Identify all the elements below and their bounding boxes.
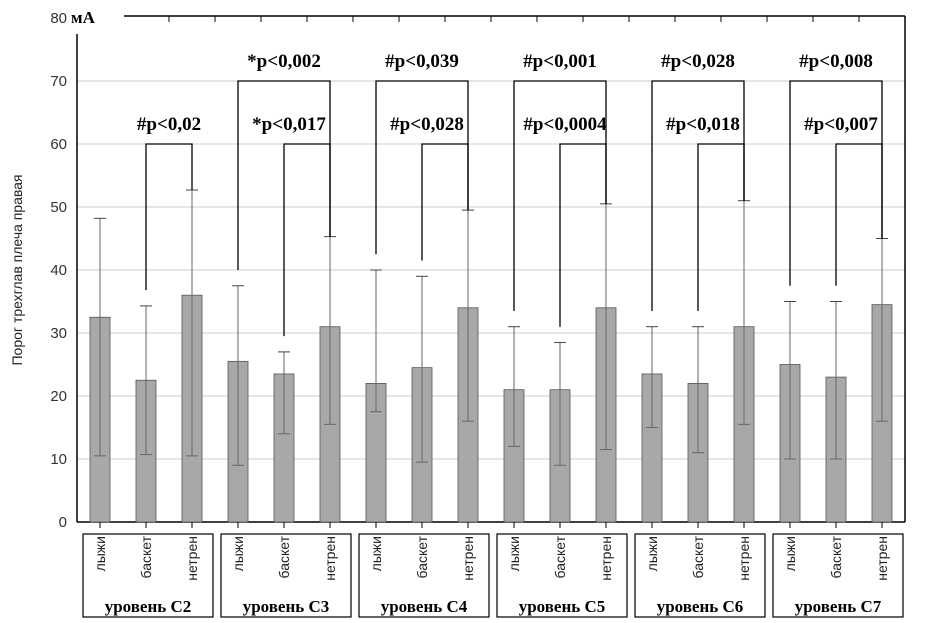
x-tick-label: нетрен (184, 536, 200, 581)
y-tick-label: 70 (50, 73, 67, 90)
x-tick-label: баскет (552, 535, 568, 578)
significance-label: #p<0,02 (137, 114, 201, 135)
x-tick-label: лыжи (506, 536, 522, 571)
x-tick-label: нетрен (460, 536, 476, 581)
group-box (772, 533, 904, 618)
significance-label: #p<0,0004 (523, 114, 607, 135)
significance-bracket (697, 143, 745, 311)
group-label: уровень С6 (657, 597, 744, 616)
significance-label: #p<0,008 (799, 51, 873, 72)
x-tick-label: баскет (690, 535, 706, 578)
x-tick-label: нетрен (322, 536, 338, 581)
x-tick-label: лыжи (92, 536, 108, 571)
unit-label: мА (71, 8, 96, 27)
significance-label: *p<0,002 (247, 51, 321, 72)
significance-bracket (651, 80, 745, 311)
group-box (358, 533, 490, 618)
x-tick-label: баскет (414, 535, 430, 578)
significance-label: #p<0,018 (666, 114, 740, 135)
x-tick-label: баскет (138, 535, 154, 578)
significance-bracket (835, 143, 883, 286)
x-tick-label: лыжи (368, 536, 384, 571)
group-box (496, 533, 628, 618)
significance-label: *p<0,017 (252, 114, 326, 135)
significance-label: #p<0,028 (390, 114, 464, 135)
group-box (634, 533, 766, 618)
x-tick-label: нетрен (874, 536, 890, 581)
x-tick-label: нетрен (736, 536, 752, 581)
x-tick-label: лыжи (782, 536, 798, 571)
group-box (82, 533, 214, 618)
group-label: уровень С2 (105, 597, 192, 616)
y-tick-label: 0 (59, 514, 67, 531)
x-tick-label: баскет (276, 535, 292, 578)
y-tick-label: 20 (50, 388, 67, 405)
significance-label: #p<0,007 (804, 114, 878, 135)
significance-label: #p<0,001 (523, 51, 597, 72)
y-tick-label: 40 (50, 262, 67, 279)
y-tick-label: 80 (50, 10, 67, 27)
significance-bracket (513, 80, 607, 311)
y-tick-label: 50 (50, 199, 67, 216)
y-tick-label: 60 (50, 136, 67, 153)
x-tick-label: лыжи (644, 536, 660, 571)
y-tick-label: 30 (50, 325, 67, 342)
significance-label: #p<0,039 (385, 51, 459, 72)
x-tick-label: нетрен (598, 536, 614, 581)
significance-label: #p<0,028 (661, 51, 735, 72)
significance-bracket (421, 143, 469, 261)
y-axis-label: Порог трехглав плеча правая (9, 174, 25, 365)
y-tick-label: 10 (50, 451, 67, 468)
x-tick-label: баскет (828, 535, 844, 578)
group-box (220, 533, 352, 618)
group-label: уровень С3 (243, 597, 330, 616)
group-label: уровень С4 (381, 597, 468, 616)
significance-bracket (145, 143, 193, 291)
x-tick-label: лыжи (230, 536, 246, 571)
significance-bracket (283, 143, 331, 337)
group-label: уровень С7 (795, 597, 882, 616)
group-label: уровень С5 (519, 597, 606, 616)
significance-bracket (559, 143, 607, 327)
